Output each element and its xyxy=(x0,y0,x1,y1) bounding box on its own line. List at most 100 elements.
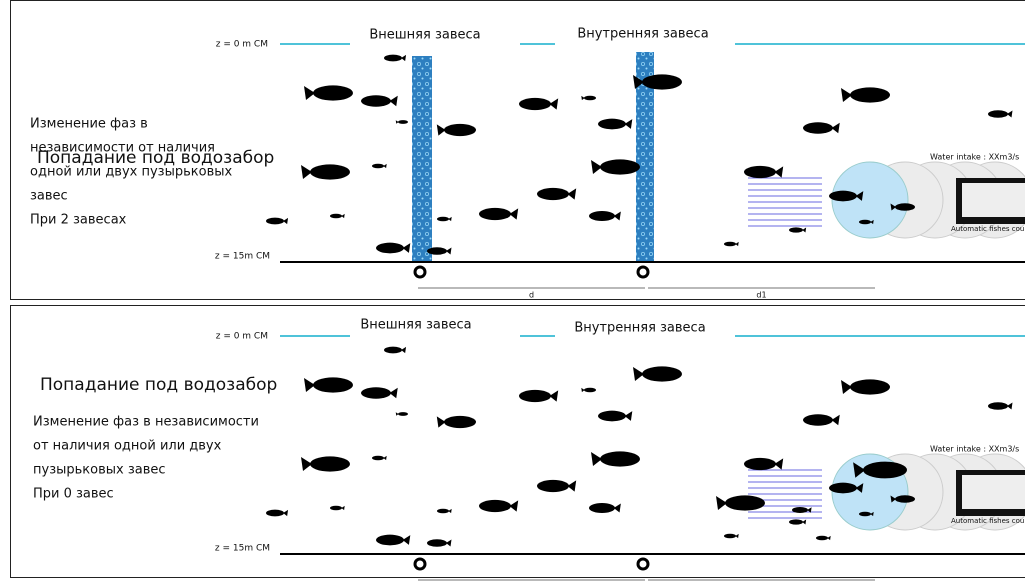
outer-curtain-label: Внешняя завеса xyxy=(369,28,480,43)
fish xyxy=(744,165,776,179)
panel-border xyxy=(10,305,1025,578)
fish-tail xyxy=(855,483,864,493)
fish xyxy=(537,187,569,201)
counter-view xyxy=(962,475,1025,509)
fish xyxy=(310,164,350,180)
intake xyxy=(831,161,909,239)
fish xyxy=(537,479,569,493)
fish xyxy=(437,508,449,514)
outer-curtain-label: Внешняя завеса xyxy=(360,318,471,333)
fish xyxy=(803,122,833,134)
fish-tail xyxy=(613,211,621,221)
fish xyxy=(725,495,765,511)
fish-tail xyxy=(402,243,411,253)
fish-tail xyxy=(870,219,874,225)
fish xyxy=(584,387,596,393)
description-line: Изменение фаз в независимости xyxy=(33,415,259,430)
panel: z = 0 m CM z = 15m CM Внешняя завеса Внутре… xyxy=(10,305,1025,581)
fish xyxy=(598,410,626,422)
fish xyxy=(744,457,776,471)
fish xyxy=(427,247,447,255)
fish xyxy=(988,402,1008,410)
fish-tail xyxy=(890,495,896,503)
fish-tail xyxy=(304,86,315,100)
description-line: пузырьковых завес xyxy=(33,463,166,478)
heading: Попадание под водозабор xyxy=(40,375,277,395)
bottom-label: z = 15m CM xyxy=(215,544,270,554)
fish-tail xyxy=(549,98,559,110)
fish-tail xyxy=(624,411,633,421)
fish-tail xyxy=(389,387,398,399)
fish xyxy=(444,415,476,429)
fish-tail xyxy=(802,227,807,233)
fish-tail xyxy=(341,505,345,511)
fish xyxy=(584,95,596,101)
fish-tail xyxy=(1007,110,1013,118)
fish-group xyxy=(266,346,1013,547)
fish xyxy=(372,455,384,461)
inner-curtain-label: Внутренняя завеса xyxy=(574,321,705,336)
fish xyxy=(384,346,402,354)
nozzle xyxy=(636,265,650,279)
fish xyxy=(829,190,857,202)
fish xyxy=(789,227,803,233)
fish-tail xyxy=(283,509,289,517)
fish xyxy=(310,456,350,472)
surface-label: z = 0 m CM xyxy=(216,40,268,50)
fish xyxy=(803,414,833,426)
fish xyxy=(376,534,404,546)
fish xyxy=(479,499,511,513)
fish xyxy=(850,87,890,103)
nozzle xyxy=(413,557,427,571)
bottom-label: z = 15m CM xyxy=(215,252,270,262)
fish xyxy=(266,509,284,517)
fish xyxy=(589,211,615,221)
fish-tail xyxy=(283,217,289,225)
fish xyxy=(376,242,404,254)
fish-tail xyxy=(509,500,519,512)
fish-tail xyxy=(581,387,585,393)
fish xyxy=(266,217,284,225)
nozzle xyxy=(413,265,427,279)
fish xyxy=(598,118,626,130)
fish xyxy=(988,110,1008,118)
fish-tail xyxy=(633,75,644,89)
fish-tail xyxy=(841,380,852,394)
fish-tail xyxy=(395,120,399,124)
fish-tail xyxy=(301,165,312,179)
surface-label: z = 0 m CM xyxy=(216,332,268,342)
description-line: завес xyxy=(30,189,68,204)
fish xyxy=(398,120,408,124)
fish-tail xyxy=(774,166,784,178)
fish-tail xyxy=(855,191,864,201)
fish-tail xyxy=(591,160,602,174)
fish-tail xyxy=(716,496,727,510)
fish-tail xyxy=(567,188,577,200)
fish-tail xyxy=(735,533,739,539)
panel-border xyxy=(10,0,1025,300)
fish xyxy=(313,377,353,393)
fish xyxy=(479,207,511,221)
fish xyxy=(816,535,828,541)
fish-tail xyxy=(509,208,519,220)
fish xyxy=(859,511,871,517)
counter-label: Automatic fishes counter xyxy=(951,225,1025,233)
inner-curtain-label: Внутренняя завеса xyxy=(577,27,708,42)
fish xyxy=(444,123,476,137)
dimension-label: d1 xyxy=(756,291,766,300)
fish xyxy=(642,366,682,382)
fish-tail xyxy=(831,414,840,426)
fish xyxy=(519,389,551,403)
fish xyxy=(792,506,808,514)
fish-tail xyxy=(633,367,644,381)
fish-tail xyxy=(870,511,874,517)
fish xyxy=(600,451,640,467)
intake-label: Water intake : XXm3/s xyxy=(930,445,1019,454)
fish-tail xyxy=(802,519,807,525)
description-line: одной или двух пузырьковых xyxy=(30,165,232,180)
fish-tail xyxy=(446,247,452,255)
fish-tail xyxy=(389,95,398,107)
fish xyxy=(427,539,447,547)
fish-tail xyxy=(436,416,446,428)
fish-tail xyxy=(401,54,407,62)
